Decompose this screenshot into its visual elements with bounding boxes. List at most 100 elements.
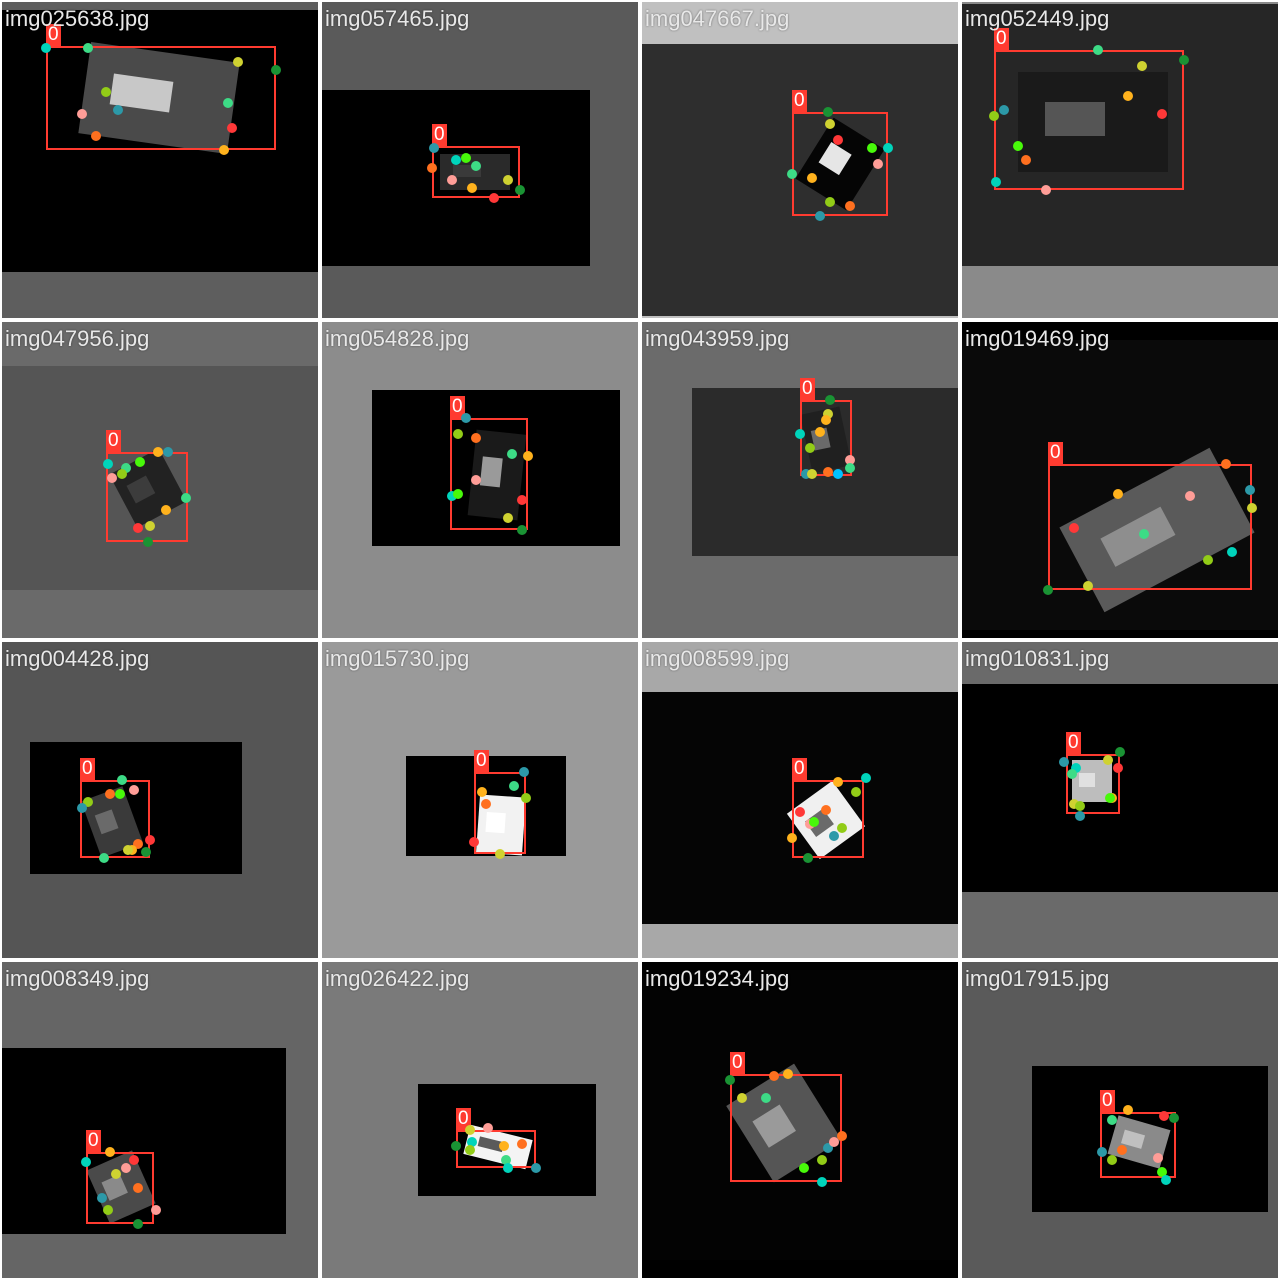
keypoint: [499, 1141, 509, 1151]
keypoint: [97, 1193, 107, 1203]
keypoint: [429, 143, 439, 153]
keypoint: [153, 447, 163, 457]
keypoint: [481, 799, 491, 809]
keypoint: [507, 449, 517, 459]
keypoint: [105, 1147, 115, 1157]
tile-filename: img054828.jpg: [325, 326, 470, 351]
tile-filename: img026422.jpg: [325, 966, 470, 991]
tile-filename: img025638.jpg: [5, 6, 150, 31]
tile: 0 img052449.jpg: [962, 2, 1278, 318]
keypoint: [1097, 1147, 1107, 1157]
keypoint: [807, 173, 817, 183]
class-label: 0: [792, 758, 807, 780]
keypoint: [1059, 757, 1069, 767]
source-image: [962, 684, 1278, 892]
keypoint: [427, 163, 437, 173]
bounding-box: [1100, 1112, 1176, 1178]
keypoint: [1117, 1145, 1127, 1155]
satellite-panel: [1079, 772, 1096, 787]
keypoint: [829, 831, 839, 841]
keypoint: [883, 143, 893, 153]
keypoint: [803, 853, 813, 863]
keypoint: [1083, 581, 1093, 591]
keypoint: [133, 1219, 143, 1229]
tile-filename: img010831.jpg: [965, 646, 1110, 671]
keypoint: [1013, 141, 1023, 151]
keypoint: [1221, 459, 1231, 469]
keypoint: [135, 457, 145, 467]
tile: 0 img015730.jpg: [322, 642, 638, 958]
satellite-panel: [1045, 102, 1105, 136]
keypoint: [117, 775, 127, 785]
keypoint: [851, 787, 861, 797]
keypoint: [817, 1177, 827, 1187]
keypoint: [129, 1155, 139, 1165]
tile-filename: img057465.jpg: [325, 6, 470, 31]
keypoint: [219, 145, 229, 155]
keypoint: [1105, 793, 1115, 803]
keypoint: [799, 1163, 809, 1173]
class-label: 0: [792, 90, 807, 112]
keypoint: [151, 1205, 161, 1215]
tile: 0 img019234.jpg: [642, 962, 958, 1278]
class-label: 0: [80, 758, 95, 780]
tile-filename: img052449.jpg: [965, 6, 1110, 31]
tile-filename: img019234.jpg: [645, 966, 790, 991]
keypoint: [1069, 523, 1079, 533]
tile-filename: img017915.jpg: [965, 966, 1110, 991]
tile: 0 img008599.jpg: [642, 642, 958, 958]
class-label: 0: [474, 750, 489, 772]
keypoint: [837, 1131, 847, 1141]
tile: 0 img008349.jpg: [2, 962, 318, 1278]
keypoint: [795, 807, 805, 817]
keypoint: [1169, 1113, 1179, 1123]
keypoint: [1157, 109, 1167, 119]
keypoint: [447, 491, 457, 501]
keypoint: [489, 193, 499, 203]
keypoint: [833, 469, 843, 479]
keypoint: [1123, 1105, 1133, 1115]
class-label: 0: [1066, 732, 1081, 754]
keypoint: [483, 1123, 493, 1133]
keypoint: [1107, 1115, 1117, 1125]
keypoint: [467, 1137, 477, 1147]
keypoint: [991, 177, 1001, 187]
keypoint: [233, 57, 243, 67]
keypoint: [821, 805, 831, 815]
keypoint: [531, 1163, 541, 1173]
keypoint: [515, 185, 525, 195]
keypoint: [517, 1139, 527, 1149]
keypoint: [129, 785, 139, 795]
keypoint: [1179, 55, 1189, 65]
keypoint: [829, 1137, 839, 1147]
tile: 0 img017915.jpg: [962, 962, 1278, 1278]
keypoint: [1071, 763, 1081, 773]
keypoint: [867, 143, 877, 153]
keypoint: [91, 131, 101, 141]
keypoint: [461, 153, 471, 163]
keypoint: [1227, 547, 1237, 557]
keypoint: [989, 111, 999, 121]
keypoint: [1185, 491, 1195, 501]
keypoint: [815, 211, 825, 221]
class-label: 0: [106, 430, 121, 452]
keypoint: [113, 105, 123, 115]
keypoint: [145, 835, 155, 845]
keypoint: [823, 409, 833, 419]
keypoint: [519, 767, 529, 777]
keypoint: [1075, 811, 1085, 821]
tile-filename: img008599.jpg: [645, 646, 790, 671]
keypoint: [121, 463, 131, 473]
tile: 0 img025638.jpg: [2, 2, 318, 318]
keypoint: [145, 521, 155, 531]
bounding-box: [730, 1074, 842, 1182]
keypoint: [1075, 801, 1085, 811]
keypoint: [447, 175, 457, 185]
keypoint: [821, 415, 831, 425]
tile: 0 img010831.jpg: [962, 642, 1278, 958]
keypoint: [103, 1205, 113, 1215]
keypoint: [1137, 61, 1147, 71]
keypoint: [1203, 555, 1213, 565]
tile-filename: img043959.jpg: [645, 326, 790, 351]
satellite: [1018, 72, 1168, 172]
